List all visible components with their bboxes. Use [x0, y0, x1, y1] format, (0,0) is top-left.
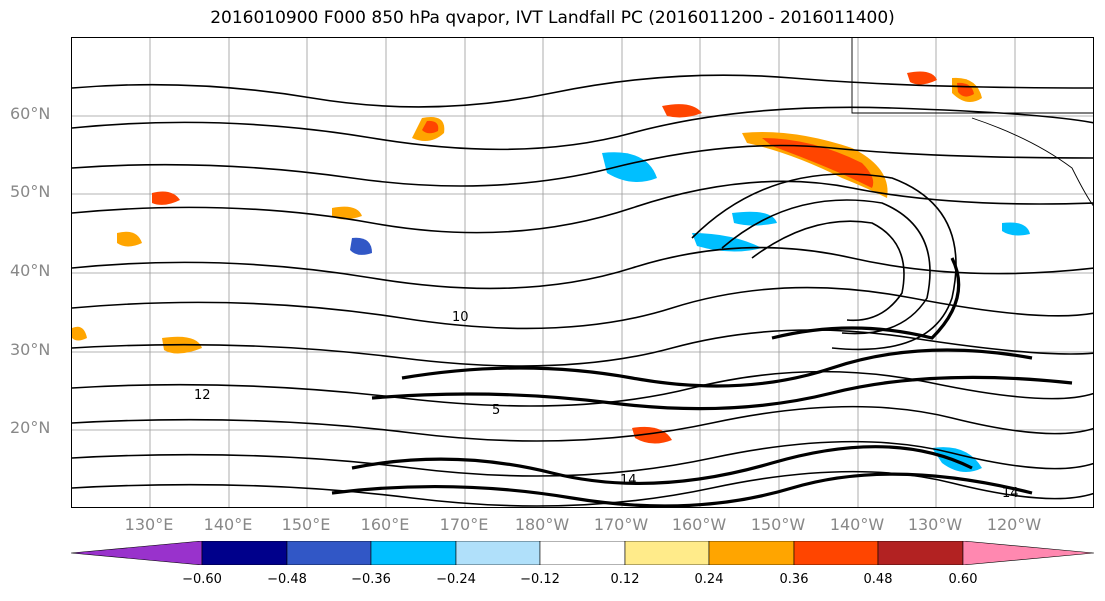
colorbar-tick: −0.12 [520, 572, 560, 587]
colorbar-tick: 0.24 [694, 572, 724, 587]
coastlines [851, 38, 1093, 207]
shaded-patches [72, 71, 1030, 472]
contour-label: 10 [452, 310, 469, 325]
colorbar-segment [708, 541, 795, 565]
lon-label-170e: 170°E [439, 515, 489, 534]
contour-lines [72, 74, 1093, 507]
lon-label-140w: 140°W [829, 515, 885, 534]
colorbar-segment [71, 541, 203, 565]
colorbar-segment [539, 541, 626, 565]
map-layer [72, 38, 1093, 507]
colorbar-tick: −0.24 [436, 572, 476, 587]
lat-label-20: 20°N [10, 418, 51, 437]
colorbar-segment [201, 541, 288, 565]
colorbar-segment [286, 541, 372, 565]
lon-label-140e: 140°E [203, 515, 253, 534]
colorbar-segment [624, 541, 710, 565]
contour-label: 5 [492, 403, 501, 418]
page-title: 2016010900 F000 850 hPa qvapor, IVT Land… [210, 8, 895, 28]
colorbar-segment [877, 541, 964, 565]
lon-label-130e: 130°E [124, 515, 174, 534]
colorbar-segment [962, 541, 1094, 565]
colorbar-tick: 0.60 [948, 572, 978, 587]
lon-label-160w: 160°W [671, 515, 727, 534]
colorbar-tick: 0.36 [779, 572, 809, 587]
lon-label-150e: 150°E [281, 515, 331, 534]
lon-label-130w: 130°W [907, 515, 963, 534]
lon-label-180w: 180°W [514, 515, 570, 534]
lat-label-40: 40°N [10, 261, 51, 280]
graticule [72, 38, 1093, 507]
colorbar-tick: −0.48 [267, 572, 307, 587]
colorbar-segment [793, 541, 879, 565]
lat-label-30: 30°N [10, 340, 51, 359]
contour-lines-heavy [331, 257, 1073, 507]
contour-label: 14 [1002, 486, 1019, 501]
map-plot: 12 14 5 10 14 [71, 37, 1094, 508]
lon-label-160e: 160°E [360, 515, 410, 534]
lat-label-50: 50°N [10, 182, 51, 201]
contour-label: 14 [620, 473, 637, 488]
contour-label: 12 [194, 388, 211, 403]
lon-label-150w: 150°W [750, 515, 806, 534]
colorbar-segment [455, 541, 541, 565]
colorbar-tick: 0.12 [610, 572, 640, 587]
colorbar-tick: −0.36 [351, 572, 391, 587]
lat-label-60: 60°N [10, 104, 51, 123]
lon-label-120w: 120°W [986, 515, 1042, 534]
lon-label-170w: 170°W [593, 515, 649, 534]
colorbar-tick: −0.60 [182, 572, 222, 587]
colorbar [71, 541, 1094, 565]
colorbar-tick: 0.48 [863, 572, 893, 587]
colorbar-segment [370, 541, 457, 565]
